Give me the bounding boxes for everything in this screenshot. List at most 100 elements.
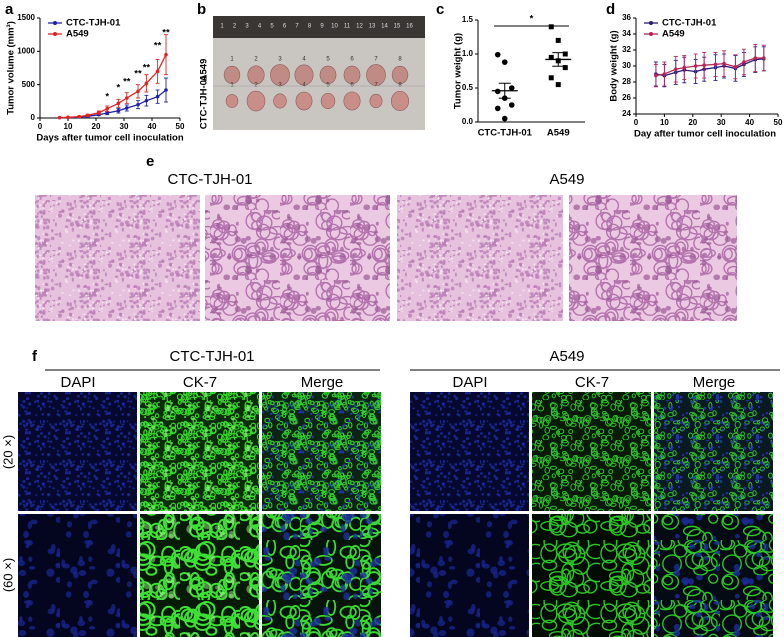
tumor-number: 3 (278, 57, 282, 63)
fluorescence-image (262, 392, 381, 511)
significance-label: * (105, 92, 109, 103)
ruler-number: 16 (406, 24, 413, 30)
significance-label: ** (134, 69, 142, 80)
panel-letter: a (5, 1, 14, 18)
legend-label: A549 (66, 29, 89, 40)
data-point (733, 65, 738, 69)
data-point (97, 110, 101, 115)
data-point (508, 85, 515, 91)
x-tick-label: CTC-TJH-01 (478, 128, 533, 139)
data-point (136, 102, 140, 107)
tumor (366, 64, 386, 86)
stain-label: Merge (301, 374, 344, 391)
tumor-number: 7 (374, 83, 378, 89)
data-point (654, 73, 658, 78)
y-tick-label: 1000 (17, 46, 35, 55)
tumor (343, 65, 361, 85)
histology-title: A549 (549, 171, 584, 188)
tumor (320, 93, 336, 109)
panel-letter: f (32, 348, 38, 365)
data-point (742, 60, 746, 64)
significance-label: * (530, 14, 534, 25)
series-line (59, 54, 167, 119)
tumor (270, 64, 290, 86)
y-tick-label: 30 (622, 61, 631, 70)
legend-label: A549 (662, 29, 685, 40)
ruler-number: 4 (258, 24, 262, 30)
fluorescence-image (532, 392, 651, 511)
data-point (116, 101, 121, 106)
data-point (555, 82, 561, 88)
tumor (319, 65, 337, 85)
group-title: A549 (549, 348, 584, 365)
significance-label: * (117, 83, 121, 94)
data-point (125, 106, 129, 110)
stain-label: CK-7 (575, 374, 609, 391)
fluorescence-image (140, 392, 259, 511)
y-tick-label: 1.5 (462, 15, 474, 24)
data-point (673, 67, 678, 71)
y-tick-label: 0.5 (462, 83, 474, 92)
tumor-number: 8 (398, 57, 402, 63)
tumor-number: 7 (374, 57, 378, 63)
tumor (294, 64, 314, 86)
data-point (713, 62, 718, 67)
histology-image (569, 195, 737, 321)
stain-label: DAPI (452, 374, 487, 391)
tumor (295, 91, 313, 111)
series-line (655, 57, 764, 77)
data-point (501, 115, 508, 122)
y-tick-label: 28 (622, 77, 631, 86)
fluorescence-image (18, 392, 137, 511)
y-axis-label: Body weight (g) (609, 30, 620, 101)
x-tick-label: A549 (547, 128, 570, 139)
significance-label: ** (154, 41, 162, 52)
x-tick-label: 20 (92, 122, 101, 131)
ruler-number: 5 (270, 24, 274, 30)
tumor (390, 91, 410, 111)
tumor (369, 93, 383, 109)
data-point (562, 51, 568, 57)
fluorescence-image (532, 514, 651, 637)
series-line (59, 89, 167, 119)
x-tick-label: 50 (176, 122, 185, 131)
data-point (508, 102, 515, 108)
y-tick-label: 500 (22, 80, 36, 89)
ruler-number: 15 (394, 24, 401, 30)
legend-label: CTC-TJH-01 (66, 18, 121, 29)
y-tick-label: 0.0 (462, 117, 474, 126)
y-tick-label: 26 (622, 93, 631, 102)
data-point (144, 98, 149, 103)
tumor-number: 4 (302, 57, 306, 63)
ruler-number: 9 (320, 24, 324, 30)
data-point (662, 72, 667, 76)
y-tick-label: 34 (622, 29, 631, 38)
tumor-number: 1 (230, 83, 234, 89)
panel-letter: b (197, 1, 206, 18)
tumor (225, 94, 239, 108)
fluorescence-image (262, 514, 381, 637)
ruler-number: 7 (295, 24, 299, 30)
stain-label: DAPI (60, 374, 95, 391)
legend-marker (53, 21, 57, 25)
ruler-number: 10 (331, 24, 338, 30)
x-axis-label: Day after tumor cell inoculation (634, 129, 776, 140)
ruler-number: 14 (381, 24, 388, 30)
data-point (144, 81, 149, 86)
y-axis-label: Tumor weight (g) (453, 33, 464, 109)
magnification-label: (20 ×) (0, 435, 15, 469)
fluorescence-image (410, 514, 529, 637)
histology-title: CTC-TJH-01 (168, 171, 253, 188)
x-tick-label: 40 (148, 122, 157, 131)
legend-marker (649, 21, 653, 25)
magnification-label: (60 ×) (0, 558, 15, 592)
significance-label: ** (123, 77, 131, 88)
data-point (548, 24, 554, 30)
y-tick-label: 0 (31, 113, 36, 122)
ruler-number: 12 (356, 24, 363, 30)
data-point (66, 115, 70, 120)
data-point (562, 65, 568, 71)
series-line (655, 58, 764, 77)
x-tick-label: 0 (634, 118, 639, 127)
